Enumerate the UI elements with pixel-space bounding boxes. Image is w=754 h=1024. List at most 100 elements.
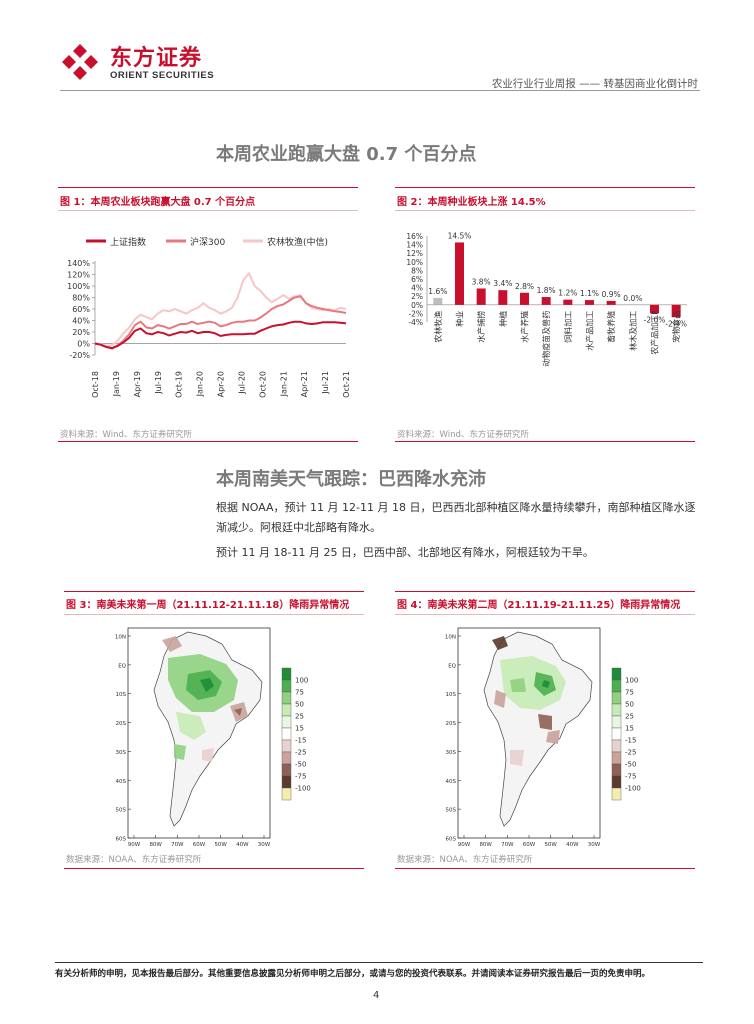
- figure1-source: 资料来源：Wind、东方证券研究所: [60, 430, 192, 440]
- figure3-bottom-rule: [64, 868, 364, 869]
- legend-swatch-10: [281, 787, 292, 801]
- anomaly-region-7: [492, 636, 508, 650]
- lon-label: 60W: [523, 842, 536, 848]
- legend-value-3: 25: [295, 713, 304, 721]
- legend-value-4: 15: [295, 725, 304, 733]
- y-tick-label: 120%: [67, 271, 90, 280]
- legend-swatch-7: [281, 751, 292, 765]
- y-tick-label: 16%: [406, 232, 423, 241]
- lat-label: 10N: [115, 635, 126, 641]
- bar-3: [498, 290, 508, 305]
- legend-swatch-9: [281, 775, 292, 789]
- data-label-11: -2.9%: [665, 319, 687, 328]
- footer-divider: [55, 962, 703, 963]
- lon-label: 80W: [479, 842, 492, 848]
- category-label-7: 水产品加工: [585, 311, 595, 351]
- figure1-line-chart: 上证指数 沪深300 农林牧渔(中信) 140% 120% 100% 80% 60% 40% 2…: [67, 236, 351, 398]
- paragraph-1-line-1: 根据 NOAA，预计 11 月 12-11 月 18 日，巴西西北部种植区降水量…: [216, 501, 696, 514]
- figure3-source: 数据来源：NOAA、东方证券研究所: [66, 855, 202, 865]
- legend-value-3: 25: [625, 713, 634, 721]
- lon-label: 40W: [566, 842, 579, 848]
- paragraph-1-line-2: 渐减少。阿根廷中北部略有降水。: [216, 521, 381, 534]
- figure2-bar-chart: 16%14%12%10%8%6%4%2%0%-2%-4% 1.6% 14.5% 3.…: [406, 231, 687, 366]
- legend-label-0: 上证指数: [110, 236, 146, 248]
- y-tick-label: 6%: [411, 275, 423, 284]
- data-label-7: 1.1%: [580, 289, 599, 298]
- company-logo-icon: [62, 44, 98, 80]
- company-name-cn: 东方证券: [110, 46, 203, 71]
- legend-value-2: 50: [295, 701, 304, 709]
- legend-swatch-3: [281, 703, 292, 717]
- figure3-title-rule: [64, 614, 364, 615]
- legend-value-6: -25: [295, 749, 306, 757]
- lat-label: 30S: [446, 750, 457, 756]
- data-label-9: 0.0%: [623, 294, 642, 303]
- x-tick-label: Jan-20: [196, 371, 205, 397]
- y-tick-label: 0%: [411, 301, 423, 310]
- lat-label: 20S: [446, 721, 457, 727]
- y-tick-label: -20%: [69, 351, 90, 360]
- category-label-10: 农产品加工Ⅱ: [650, 311, 660, 355]
- y-tick-label: 140%: [67, 259, 90, 268]
- category-label-2: 水产捕捞: [476, 311, 486, 343]
- category-label-4: 水产养殖: [520, 311, 530, 343]
- report-title: 农业行业行业周报 —— 转基因商业化倒计时: [491, 78, 698, 90]
- legend-swatch-0: [611, 667, 622, 681]
- legend-swatch-7: [611, 751, 622, 765]
- lat-label: 30S: [116, 750, 127, 756]
- figure2-bottom-rule: [395, 441, 695, 442]
- anomaly-region-7: [174, 744, 186, 760]
- footer-disclaimer: 有关分析师的申明，见本报告最后部分。其他重要信息披露见分析师申明之后部分，或请与…: [55, 969, 651, 979]
- data-label-8: 0.9%: [602, 290, 621, 299]
- x-tick-label: Apr-20: [217, 371, 226, 397]
- bar-2: [476, 288, 486, 305]
- y-tick-label: 2%: [411, 292, 423, 301]
- company-name-en: ORIENT SECURITIES: [110, 70, 215, 81]
- legend-value-8: -75: [625, 773, 636, 781]
- bar-1: [455, 242, 464, 305]
- legend-swatch-8: [281, 763, 292, 777]
- lat-label: 40S: [446, 779, 457, 785]
- series-line-1: [94, 295, 347, 350]
- lat-label: 50S: [446, 808, 457, 814]
- y-tick-label: 100%: [67, 282, 90, 291]
- category-label-3: 种植: [498, 311, 508, 327]
- lon-label: 90W: [458, 842, 471, 848]
- y-tick-label: 20%: [72, 328, 90, 337]
- figure2-title-rule: [395, 210, 695, 211]
- data-label-1: 14.5%: [448, 231, 472, 240]
- figure4-bottom-rule: [395, 868, 695, 869]
- x-tick-label: Jul-19: [154, 371, 163, 395]
- lon-label: 30W: [258, 842, 271, 848]
- header-divider: [60, 90, 700, 91]
- legend-value-4: 15: [625, 725, 634, 733]
- x-tick-label: Jul-21: [321, 371, 330, 395]
- figure3-title: 图 3：南美未来第一周（21.11.12-21.11.18）降雨异常情况: [66, 600, 350, 611]
- lon-label: 60W: [193, 842, 206, 848]
- legend-label-1: 沪深300: [190, 236, 225, 248]
- y-tick-label: 40%: [72, 317, 90, 326]
- legend-value-6: -25: [625, 749, 636, 757]
- figure1-title-rule: [58, 210, 358, 211]
- bar-4: [520, 292, 529, 305]
- y-tick-label: -2%: [408, 309, 423, 318]
- legend-label-2: 农林牧渔(中信): [267, 236, 328, 248]
- data-label-6: 1.2%: [558, 289, 577, 298]
- x-tick-label: Jan-19: [112, 371, 121, 397]
- x-tick-label: Jul-20: [237, 371, 246, 395]
- anomaly-layer: [492, 636, 566, 766]
- category-label-11: 宠物食品: [671, 311, 681, 343]
- legend-swatch-6: [611, 739, 622, 753]
- legend-swatch-4: [281, 715, 292, 729]
- legend-value-8: -75: [295, 773, 306, 781]
- category-label-0: 农林牧渔: [433, 311, 443, 343]
- legend-swatch-2: [611, 691, 622, 705]
- anomaly-layer: [162, 636, 248, 762]
- anomaly-region-5: [234, 708, 242, 716]
- category-label-6: 饲料加工: [563, 311, 573, 343]
- figure1-bottom-rule: [58, 441, 358, 442]
- x-tick-label: Jan-21: [279, 371, 288, 397]
- legend-swatch-6: [281, 739, 292, 753]
- figure4-title-rule: [395, 614, 695, 615]
- x-tick-label: Apr-21: [300, 371, 309, 397]
